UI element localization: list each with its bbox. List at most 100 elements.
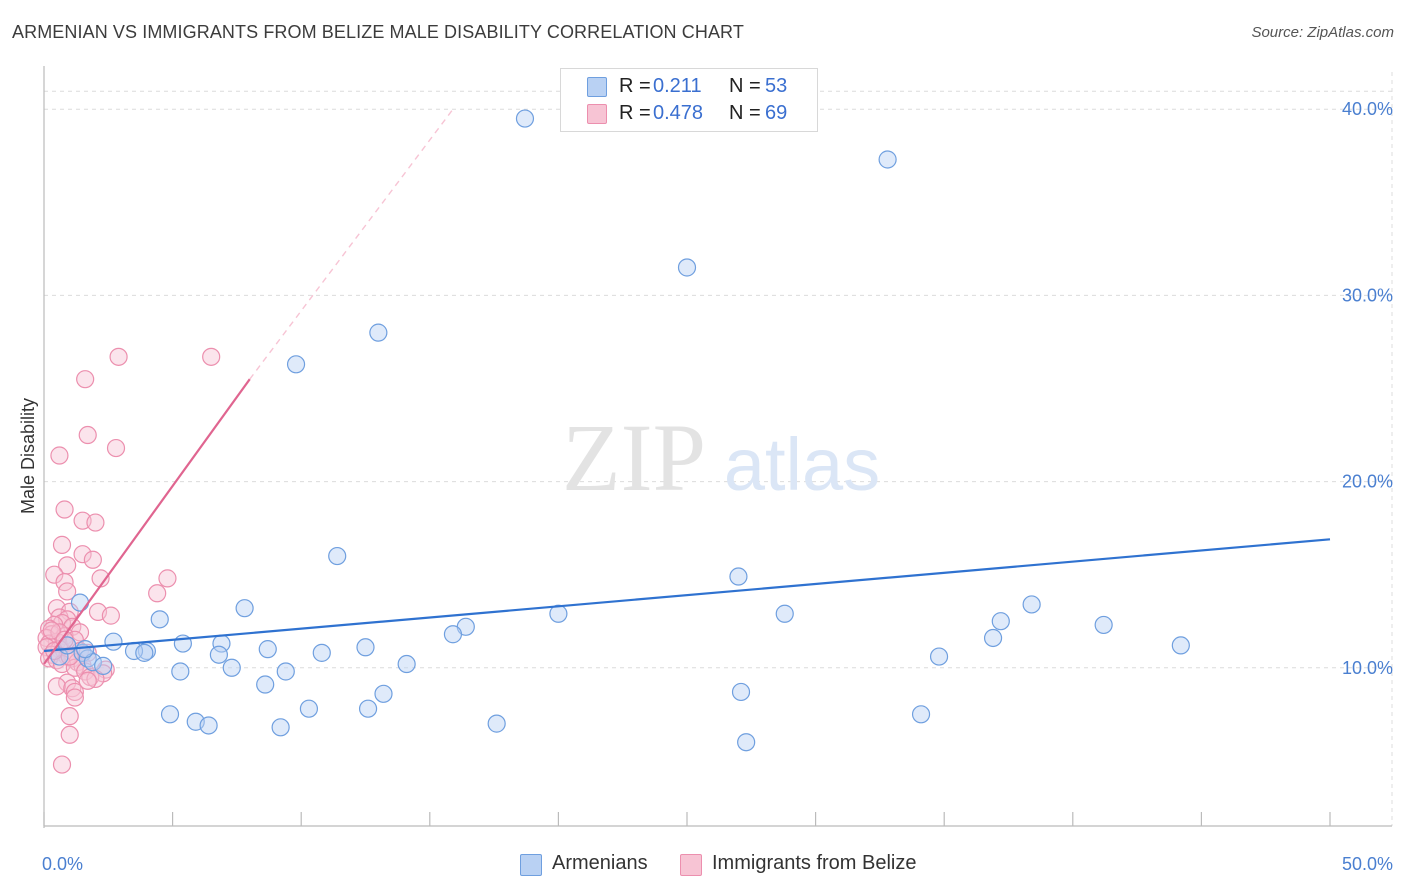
belize-point-17 bbox=[58, 582, 77, 601]
legend-r-label: R = bbox=[619, 75, 651, 97]
legend-swatch-belize bbox=[587, 104, 607, 124]
y-tick-label-0: 10.0% bbox=[1342, 658, 1393, 678]
belize-point-2 bbox=[76, 370, 95, 389]
armenian-point-4 bbox=[286, 355, 306, 374]
source-label: Source: ZipAtlas.com bbox=[1251, 24, 1394, 41]
axes bbox=[43, 66, 1392, 828]
armenian-point-51 bbox=[76, 640, 95, 659]
trend-lines bbox=[43, 108, 1331, 665]
y-tick-label-3: 40.0% bbox=[1342, 99, 1393, 119]
legend-r-value-armenians: 0.211 bbox=[653, 75, 702, 97]
y-axis-title: Male Disability bbox=[18, 398, 38, 514]
belize-point-5 bbox=[50, 446, 69, 465]
series-belize-points bbox=[37, 347, 221, 774]
armenian-point-41 bbox=[731, 682, 751, 702]
armenian-point-27 bbox=[312, 643, 331, 662]
belize-point-66 bbox=[42, 621, 61, 640]
belize-point-57 bbox=[58, 673, 77, 692]
belize-point-15 bbox=[158, 569, 177, 588]
belize-point-3 bbox=[78, 425, 97, 445]
trend-line-belize bbox=[43, 378, 251, 665]
armenian-point-28 bbox=[209, 645, 228, 664]
belize-point-18 bbox=[148, 584, 167, 603]
belize-point-10 bbox=[73, 545, 92, 564]
bottom-legend-label-armenians: Armenians bbox=[552, 852, 648, 874]
belize-point-64 bbox=[52, 755, 72, 774]
armenian-point-22 bbox=[356, 638, 375, 657]
correlation-legend: R = 0.211 N = 53 R = 0.478 N = 69 bbox=[560, 68, 818, 132]
bottom-legend-swatch-belize bbox=[680, 854, 702, 876]
armenian-point-38 bbox=[276, 662, 295, 681]
armenian-point-36 bbox=[222, 658, 241, 677]
belize-point-62 bbox=[60, 707, 79, 726]
armenian-point-6 bbox=[729, 567, 748, 586]
armenian-point-40 bbox=[374, 684, 393, 703]
armenian-point-9 bbox=[1022, 595, 1041, 614]
armenian-point-1 bbox=[878, 150, 897, 169]
armenian-point-8 bbox=[235, 599, 254, 618]
armenian-point-37 bbox=[171, 662, 190, 681]
belize-point-61 bbox=[65, 688, 84, 707]
bottom-legend-label-belize: Immigrants from Belize bbox=[712, 852, 917, 874]
belize-point-11 bbox=[83, 550, 102, 569]
tick-labels: 10.0% 20.0% 30.0% 40.0% 0.0% 50.0% bbox=[42, 99, 1393, 874]
armenian-point-13 bbox=[991, 612, 1010, 631]
legend-swatch-armenians bbox=[587, 77, 607, 97]
belize-point-4 bbox=[106, 438, 126, 458]
gridlines bbox=[44, 72, 1393, 826]
armenian-point-3 bbox=[369, 323, 388, 342]
armenian-point-48 bbox=[199, 716, 218, 735]
armenian-point-39 bbox=[256, 675, 275, 694]
armenian-point-5 bbox=[328, 546, 347, 566]
belize-point-0 bbox=[109, 347, 128, 366]
armenian-point-10 bbox=[150, 610, 169, 629]
belize-point-9 bbox=[52, 535, 72, 554]
x-tick-label-1: 50.0% bbox=[1342, 854, 1393, 874]
legend-n-label: N = bbox=[729, 75, 761, 97]
armenian-point-12 bbox=[775, 604, 794, 623]
armenian-point-2 bbox=[677, 258, 697, 277]
belize-point-6 bbox=[55, 500, 74, 519]
x-tick-label-0: 0.0% bbox=[42, 854, 83, 874]
belize-point-8 bbox=[86, 513, 105, 532]
belize-point-56 bbox=[78, 671, 97, 690]
armenian-point-17 bbox=[983, 628, 1003, 648]
trend-line-armenians bbox=[43, 538, 1331, 653]
belize-point-49 bbox=[65, 658, 84, 677]
belize-point-13 bbox=[45, 565, 64, 584]
armenian-point-26 bbox=[135, 643, 154, 662]
y-tick-label-1: 20.0% bbox=[1342, 472, 1393, 492]
armenian-point-43 bbox=[358, 699, 378, 718]
armenian-point-19 bbox=[104, 632, 123, 651]
belize-point-1 bbox=[202, 347, 221, 366]
legend-n-value-belize: 69 bbox=[765, 102, 788, 124]
legend-n-label: N = bbox=[729, 102, 761, 124]
chart-title: ARMENIAN VS IMMIGRANTS FROM BELIZE MALE … bbox=[12, 22, 744, 42]
watermark-zip: ZIP bbox=[562, 404, 706, 511]
trend-line-belize-extension bbox=[249, 108, 454, 380]
armenian-point-0 bbox=[515, 109, 535, 128]
armenian-point-18 bbox=[1171, 636, 1190, 655]
armenian-point-42 bbox=[160, 705, 180, 724]
armenian-point-16 bbox=[443, 625, 463, 644]
series-armenians-points bbox=[50, 109, 1190, 752]
armenian-point-34 bbox=[397, 654, 416, 674]
legend-n-value-armenians: 53 bbox=[765, 75, 788, 97]
legend-r-label: R = bbox=[619, 102, 651, 124]
belize-point-60 bbox=[65, 682, 84, 702]
belize-point-58 bbox=[47, 677, 66, 696]
legend-r-value-belize: 0.478 bbox=[653, 102, 704, 124]
bottom-legend-swatch-armenians bbox=[520, 854, 542, 876]
armenian-point-47 bbox=[911, 705, 931, 724]
armenian-point-7 bbox=[70, 593, 90, 612]
armenian-point-35 bbox=[94, 656, 113, 675]
armenian-point-44 bbox=[299, 699, 319, 718]
y-tick-label-2: 30.0% bbox=[1342, 285, 1393, 305]
belize-point-22 bbox=[101, 606, 120, 625]
watermark: ZIP atlas bbox=[562, 404, 880, 511]
armenian-point-30 bbox=[929, 647, 949, 666]
armenian-point-50 bbox=[737, 733, 756, 752]
armenian-point-23 bbox=[258, 640, 277, 659]
watermark-atlas: atlas bbox=[724, 423, 880, 506]
